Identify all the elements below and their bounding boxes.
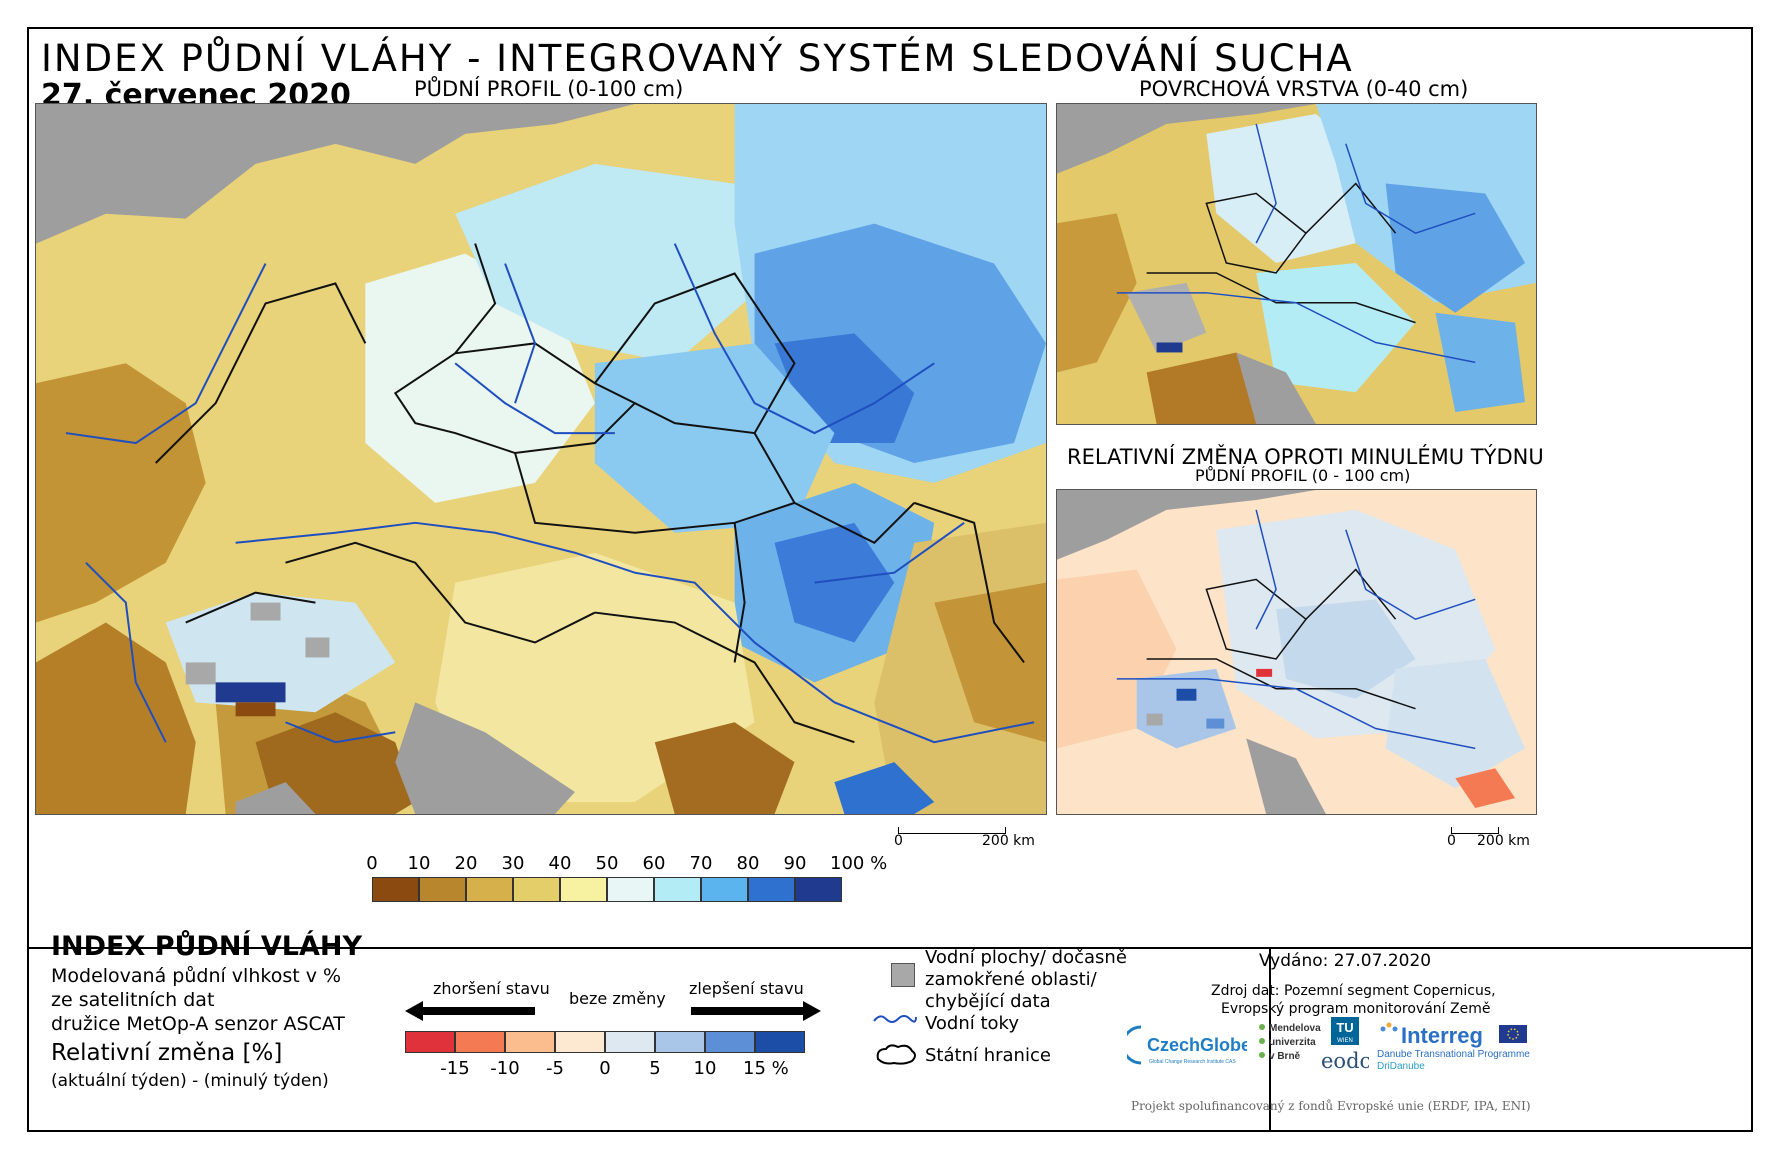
eodc-logo: eodc [1319, 1047, 1371, 1073]
main-scale-end: 200 km [982, 833, 1035, 849]
change-legend-title: Relativní změna [%] [51, 1040, 283, 1066]
nochange-label: beze změny [569, 989, 666, 1008]
water-bodies-label-3: chybějící data [925, 991, 1051, 1012]
index-scale-label: 40 [548, 853, 572, 874]
change-scale-color-1 [455, 1031, 505, 1053]
index-scale-label: 20 [454, 853, 478, 874]
mendel-university-logo: Mendelova univerzita v Brně [1257, 1021, 1329, 1071]
relative-change-map[interactable] [1056, 489, 1537, 815]
mendel-text-3: v Brně [1269, 1051, 1301, 1062]
change-map-graphic [1057, 490, 1536, 814]
index-scale-label: 30 [501, 853, 525, 874]
index-scale-color-2 [466, 877, 513, 902]
mendel-text-2: univerzita [1269, 1037, 1316, 1048]
mendel-text-1: Mendelova [1269, 1023, 1321, 1034]
data-source-2: Evropský program monitorování Země [1221, 1001, 1491, 1017]
tu-subtext: WIEN [1337, 1038, 1353, 1044]
change-scale-color-7 [755, 1031, 805, 1053]
worse-arrow [405, 1001, 535, 1021]
change-scale-label: 0 [599, 1058, 611, 1079]
czechglobe-text: CzechGlobe [1147, 1035, 1247, 1055]
figure-frame: INDEX PŮDNÍ VLÁHY - INTEGROVANÝ SYSTÉM S… [27, 27, 1753, 1132]
index-scale-color-6 [654, 877, 701, 902]
change-scale-color-4 [605, 1031, 655, 1053]
index-scale-label: 90 [783, 853, 807, 874]
change-scale-label: -10 [490, 1058, 520, 1079]
interreg-subtext-1: Danube Transnational Programme [1377, 1049, 1530, 1060]
index-scale-color-3 [513, 877, 560, 902]
change-map-sublabel: PŮDNÍ PROFIL (0 - 100 cm) [1195, 466, 1411, 485]
czechglobe-logo: CzechGlobe Global Change Research Instit… [1121, 1023, 1251, 1067]
index-scale-color-4 [560, 877, 607, 902]
small-map-scalebar: 0 200 km [1447, 821, 1537, 849]
change-legend-desc: (aktuální týden) - (minulý týden) [51, 1071, 329, 1091]
index-scale-label: 80 [736, 853, 760, 874]
funding-note: Projekt spolufinancovaný z fondů Evropsk… [1131, 1099, 1531, 1113]
change-scale-label: 10 [693, 1058, 717, 1079]
main-map-scalebar: 0 200 km [894, 821, 1044, 849]
issued-date: Vydáno: 27.07.2020 [1259, 951, 1432, 971]
change-map-label: RELATIVNÍ ZMĚNA OPROTI MINULÉMU TÝDNU [1067, 445, 1544, 469]
index-scale-color-1 [419, 877, 466, 902]
main-map-label: PŮDNÍ PROFIL (0-100 cm) [414, 77, 684, 101]
interreg-text: Interreg [1401, 1023, 1483, 1048]
change-scale-label: 15 % [743, 1058, 789, 1079]
main-scale-zero: 0 [894, 833, 903, 849]
czechglobe-subtext: Global Change Research Institute CAS [1149, 1059, 1236, 1065]
border-symbol [874, 1041, 919, 1067]
change-scale-color-0 [405, 1031, 455, 1053]
water-bodies-swatch [891, 963, 915, 987]
borders-label: Státní hranice [925, 1045, 1051, 1066]
change-scale-label: -15 [440, 1058, 470, 1079]
small-scale-zero: 0 [1447, 833, 1456, 849]
better-arrow [691, 1001, 821, 1021]
index-scale-color-0 [372, 877, 419, 902]
index-scale-color-9 [795, 877, 842, 902]
page-title: INDEX PŮDNÍ VLÁHY - INTEGROVANÝ SYSTÉM S… [41, 37, 1354, 80]
change-scale-label: 5 [649, 1058, 661, 1079]
change-scale-color-6 [705, 1031, 755, 1053]
change-scale-color-5 [655, 1031, 705, 1053]
change-scale-color-2 [505, 1031, 555, 1053]
index-scale-color-5 [607, 877, 654, 902]
change-scale-label: -5 [546, 1058, 564, 1079]
tu-wien-logo: TU WIEN [1331, 1017, 1359, 1045]
legend-desc-2: ze satelitních dat [51, 989, 215, 1011]
interreg-subtext-2: DriDanube [1377, 1061, 1425, 1072]
index-scale-label: 100 % [830, 853, 888, 874]
better-label: zlepšení stavu [689, 979, 804, 998]
water-bodies-label-2: zamokřené oblasti/ [925, 969, 1097, 990]
worse-label: zhoršení stavu [433, 979, 550, 998]
water-bodies-label-1: Vodní plochy/ dočasně [925, 947, 1127, 968]
surface-layer-map[interactable] [1056, 103, 1537, 425]
eodc-text: eodc [1321, 1049, 1369, 1073]
small-scale-end: 200 km [1477, 833, 1530, 849]
interreg-logo: Interreg Danube Transnational Programme … [1373, 1017, 1533, 1073]
main-soil-moisture-map[interactable] [35, 103, 1047, 815]
river-symbol [872, 1011, 917, 1027]
index-scale-color-7 [701, 877, 748, 902]
index-scale-label: 60 [642, 853, 666, 874]
change-scale-color-3 [555, 1031, 605, 1053]
legend-separator [29, 947, 1751, 949]
rivers-label: Vodní toky [925, 1013, 1019, 1034]
legend-desc-3: družice MetOp-A senzor ASCAT [51, 1013, 345, 1035]
index-scale-color-8 [748, 877, 795, 902]
index-scale-label: 70 [689, 853, 713, 874]
surface-map-graphic [1057, 104, 1536, 424]
legend-desc-1: Modelovaná půdní vlhkost v % [51, 965, 342, 987]
index-scale-label: 10 [407, 853, 431, 874]
main-map-graphic [36, 104, 1046, 814]
tu-text: TU [1336, 1020, 1353, 1035]
surface-map-label: POVRCHOVÁ VRSTVA (0-40 cm) [1139, 77, 1469, 101]
info-separator [1269, 947, 1271, 1130]
index-scale-label: 0 [366, 853, 378, 874]
data-source-1: Zdroj dat: Pozemní segment Copernicus, [1211, 983, 1496, 999]
legend-title: INDEX PŮDNÍ VLÁHY [51, 931, 363, 962]
index-scale-label: 50 [595, 853, 619, 874]
